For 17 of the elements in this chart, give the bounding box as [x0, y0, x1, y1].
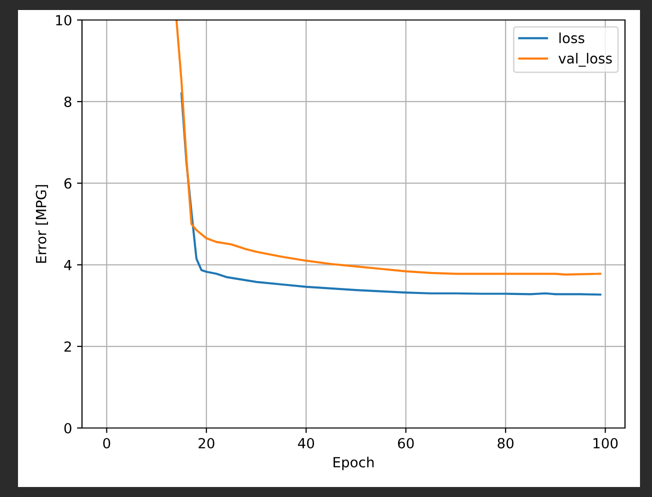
- x-axis-title: Epoch: [334, 456, 374, 470]
- y-tick-label: 0: [64, 422, 72, 434]
- x-tick-label: 40: [298, 438, 314, 448]
- x-tick-label: 60: [398, 438, 414, 448]
- legend-label: val_loss: [558, 52, 612, 67]
- y-tick-label: 6: [64, 178, 72, 189]
- x-tick-label: 0: [103, 438, 110, 448]
- line-series: [180, 92, 602, 296]
- y-tick-label: 10: [56, 14, 72, 26]
- y-axis-title: Error [MPG]: [36, 185, 48, 263]
- y-tick-label: 2: [64, 341, 71, 352]
- x-tick-label: 20: [198, 438, 214, 448]
- x-tick-label: 100: [594, 438, 618, 448]
- y-tick-label: 4: [64, 260, 72, 270]
- y-tick-label: 8: [64, 96, 72, 108]
- legend-label: loss: [559, 32, 584, 44]
- x-tick-label: 80: [498, 438, 514, 448]
